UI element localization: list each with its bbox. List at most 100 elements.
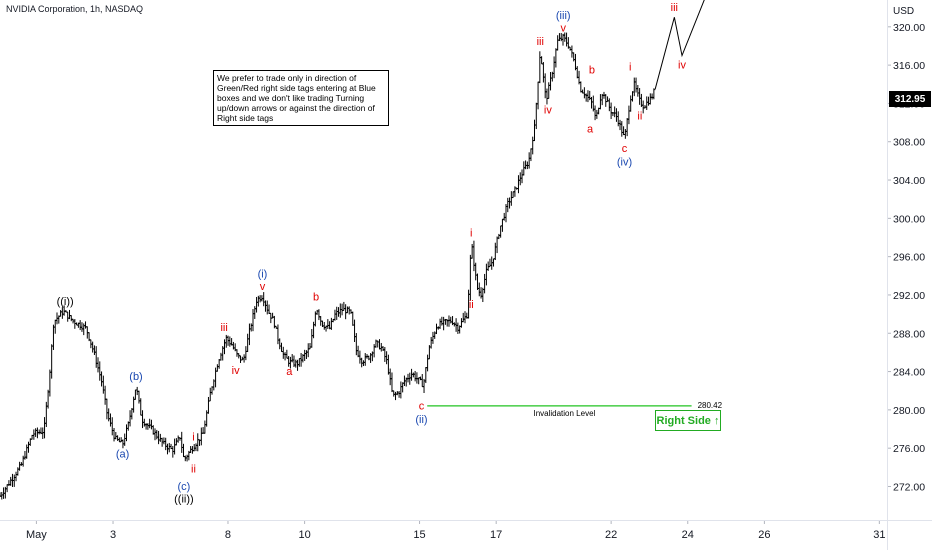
invalidation-value: 280.42 — [698, 401, 723, 410]
ohlc-bar — [148, 418, 152, 429]
ohlc-bar — [123, 433, 127, 446]
ohlc-bar — [568, 46, 572, 51]
ohlc-bar — [21, 455, 25, 467]
ohlc-bar — [636, 85, 640, 97]
ohlc-bar — [479, 287, 483, 299]
ohlc-bar — [306, 343, 310, 358]
ohlc-bar — [16, 467, 20, 476]
time-tick-label: 26 — [758, 529, 770, 541]
ohlc-bar — [335, 306, 339, 320]
ohlc-bar — [244, 346, 248, 361]
ohlc-bar — [253, 306, 257, 319]
ohlc-bar — [540, 56, 544, 65]
ohlc-bar — [278, 338, 282, 350]
ohlc-bar — [536, 81, 540, 110]
ohlc-bar — [310, 329, 314, 348]
ohlc-bar — [173, 438, 177, 455]
ohlc-bar — [182, 443, 186, 458]
ohlc-bar — [303, 349, 307, 361]
ohlc-bar — [117, 437, 121, 443]
ohlc-bar — [342, 301, 346, 311]
ohlc-bar — [247, 323, 251, 346]
time-axis-divider — [0, 520, 932, 521]
wave-label: b — [313, 291, 319, 303]
chart-title: NVIDIA Corporation, 1h, NASDAQ — [6, 4, 144, 14]
ohlc-bar — [579, 81, 583, 93]
ohlc-bar — [607, 98, 611, 112]
ohlc-bar — [573, 53, 577, 71]
ohlc-bar — [196, 433, 200, 452]
ohlc-bar — [415, 372, 419, 384]
ohlc-bar — [101, 375, 105, 394]
wave-label: (b) — [129, 371, 142, 383]
ohlc-bar — [137, 390, 141, 404]
time-axis[interactable]: May 3 8 10 15 17 22 24 26 31 — [26, 520, 885, 541]
ohlc-bar — [46, 389, 50, 409]
wave-label: i — [192, 431, 194, 443]
price-tick-label: 300.00 — [893, 213, 925, 225]
ohlc-bar — [194, 443, 198, 452]
ohlc-bar — [96, 357, 100, 373]
ohlc-bar — [627, 105, 631, 125]
ohlc-bar — [622, 126, 626, 136]
ohlc-bar — [609, 102, 613, 120]
price-tick-label: 308.00 — [893, 137, 925, 149]
ohlc-bar — [417, 377, 421, 385]
wave-label: (ii) — [415, 414, 427, 426]
ohlc-bar — [511, 191, 515, 199]
price-axis-divider — [887, 0, 888, 550]
ohlc-bar — [634, 77, 638, 93]
ohlc-bar — [235, 349, 239, 357]
ohlc-bar — [199, 427, 203, 446]
invalidation-text: Invalidation Level — [533, 409, 595, 418]
wave-label: a — [587, 124, 594, 136]
ohlc-bar — [429, 336, 433, 349]
ohlc-bar — [280, 342, 284, 353]
ohlc-bar — [547, 82, 551, 99]
price-tick-label: 296.00 — [893, 252, 925, 264]
price-axis[interactable]: 272.00 276.00 280.00 284.00 288.00 292.00 296.… — [887, 22, 925, 494]
ohlc-bar — [107, 408, 111, 422]
ohlc-bar — [575, 66, 579, 79]
ohlc-bar — [155, 429, 159, 440]
ohlc-bar — [9, 476, 13, 486]
ohlc-bar — [180, 431, 184, 453]
ohlc-bar — [60, 307, 64, 319]
ohlc-bar — [119, 437, 123, 443]
ohlc-bar — [162, 437, 166, 445]
ohlc-bar — [584, 93, 588, 102]
ohlc-bar — [340, 303, 344, 316]
ohlc-bar — [333, 309, 337, 321]
wave-label: iii — [671, 2, 678, 14]
ohlc-bar — [477, 282, 481, 297]
ohlc-bar — [53, 319, 57, 334]
ohlc-bar — [345, 306, 349, 314]
ohlc-bar — [381, 346, 385, 352]
ohlc-bar — [516, 175, 520, 194]
ohlc-bar — [518, 172, 522, 186]
ohlc-bar — [461, 312, 465, 323]
ohlc-bar — [144, 423, 148, 430]
ohlc-bar — [133, 389, 137, 400]
ohlc-bar — [524, 160, 528, 170]
ohlc-bar — [208, 387, 212, 402]
ohlc-bar — [114, 432, 118, 440]
ohlc-bar — [338, 303, 342, 318]
ohlc-bar — [431, 331, 435, 344]
ohlc-bar — [23, 450, 27, 460]
time-tick-label: 31 — [873, 529, 885, 541]
ohlc-bar — [98, 361, 102, 381]
ohlc-bar — [5, 484, 9, 493]
ohlc-bar — [153, 428, 157, 441]
time-tick-label: 10 — [298, 529, 310, 541]
ohlc-bar — [263, 300, 267, 312]
ohlc-bar — [41, 427, 45, 439]
ohlc-bar — [468, 254, 472, 301]
ohlc-bar — [435, 323, 439, 335]
ohlc-bar — [506, 197, 510, 213]
ohlc-bar — [285, 349, 289, 359]
ohlc-bar — [442, 316, 446, 331]
ohlc-bar — [78, 320, 82, 331]
ohlc-bar — [549, 71, 553, 91]
